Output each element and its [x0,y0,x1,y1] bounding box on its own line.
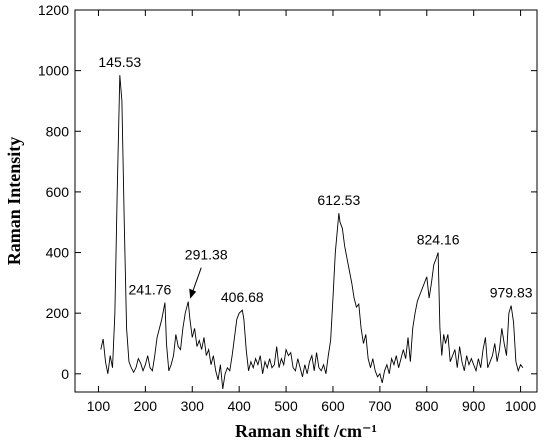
x-tick-label: 500 [274,398,298,414]
x-axis-label: Raman shift /cm⁻¹ [235,421,377,441]
y-tick-label: 800 [46,123,70,139]
y-tick-label: 400 [46,245,70,261]
spectrum-line [100,75,524,390]
peak-label: 612.53 [317,192,360,208]
peak-arrowhead [189,288,197,299]
x-tick-label: 700 [368,398,392,414]
y-tick-label: 0 [61,366,69,382]
y-axis-label: Raman Intensity [4,137,24,266]
peak-label: 979.83 [490,285,533,301]
x-tick-label: 100 [87,398,111,414]
peak-label: 824.16 [417,232,460,248]
x-tick-label: 1000 [505,398,536,414]
y-tick-label: 1000 [38,63,69,79]
plot-frame [74,9,538,393]
x-tick-label: 200 [134,398,158,414]
x-tick-label: 600 [321,398,345,414]
peak-label: 406.68 [221,289,264,305]
peak-label: 145.53 [98,54,141,70]
x-tick-label: 900 [462,398,486,414]
x-tick-label: 800 [415,398,439,414]
x-tick-label: 400 [227,398,251,414]
peak-label: 291.38 [185,247,228,263]
y-tick-label: 200 [46,305,70,321]
peak-label: 241.76 [129,282,172,298]
y-tick-label: 600 [46,184,70,200]
y-tick-label: 1200 [38,2,69,18]
x-tick-label: 300 [181,398,205,414]
